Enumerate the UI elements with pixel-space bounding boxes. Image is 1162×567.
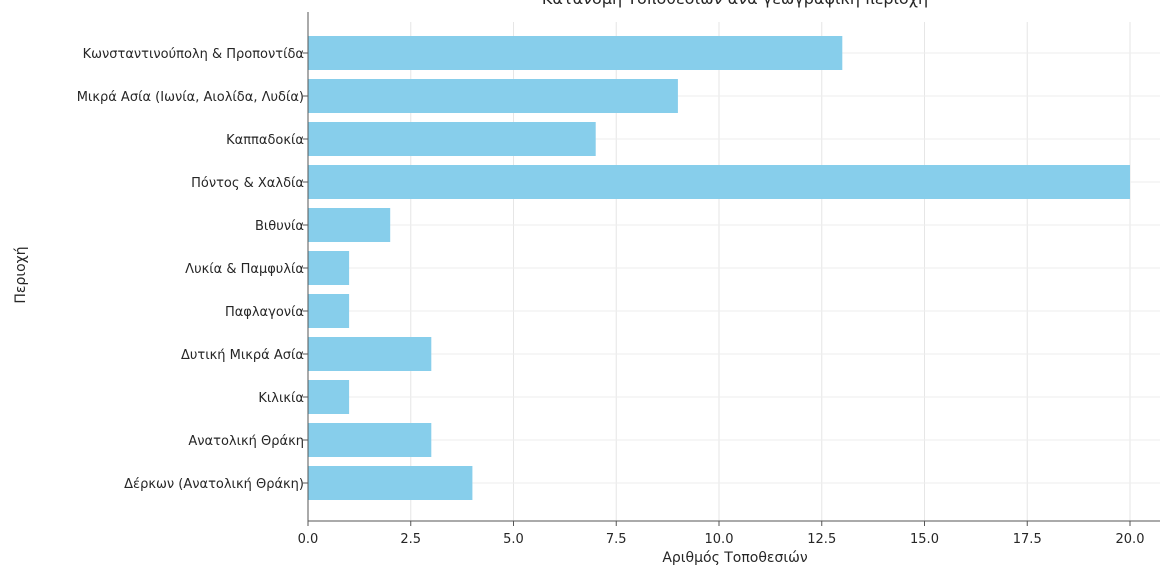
chart-title: Κατανομή Τοποθεσιών ανά γεωγραφική περιο… bbox=[542, 0, 928, 8]
y-axis-title: Περιοχή bbox=[13, 246, 29, 303]
y-tick-label: Κιλικία bbox=[258, 391, 304, 406]
y-tick-label: Παφλαγονία bbox=[225, 305, 304, 320]
bar bbox=[308, 380, 349, 414]
bar bbox=[308, 294, 349, 328]
x-tick-label: 15.0 bbox=[910, 532, 939, 547]
y-tick-label: Ανατολική Θράκη bbox=[188, 434, 304, 449]
y-tick-labels: Κωνσταντινούπολη & Προποντίδα Μικρά Ασία … bbox=[77, 47, 304, 492]
x-tick-labels: 0.0 2.5 5.0 7.5 10.0 12.5 15.0 17.5 20.0 bbox=[298, 532, 1145, 547]
x-tick-label: 12.5 bbox=[807, 532, 836, 547]
y-tick-label: Βιθυνία bbox=[255, 219, 304, 234]
x-tick-label: 17.5 bbox=[1013, 532, 1042, 547]
x-tick-label: 0.0 bbox=[298, 532, 319, 547]
bar bbox=[308, 337, 431, 371]
bar bbox=[308, 423, 431, 457]
x-tick-label: 10.0 bbox=[705, 532, 734, 547]
bar bbox=[308, 79, 678, 113]
y-tick-label: Μικρά Ασία (Ιωνία, Αιολίδα, Λυδία) bbox=[77, 90, 304, 105]
x-tick-label: 2.5 bbox=[400, 532, 421, 547]
y-tick-label: Κωνσταντινούπολη & Προποντίδα bbox=[83, 47, 304, 62]
bar bbox=[308, 36, 842, 70]
bar bbox=[308, 208, 390, 242]
y-tick-label: Καππαδοκία bbox=[226, 133, 304, 148]
x-axis-title: Αριθμός Τοποθεσιών bbox=[662, 550, 807, 566]
x-tick-label: 5.0 bbox=[503, 532, 524, 547]
bar bbox=[308, 251, 349, 285]
x-tick-label: 20.0 bbox=[1116, 532, 1145, 547]
bar bbox=[308, 466, 472, 500]
x-tick-label: 7.5 bbox=[606, 532, 627, 547]
y-tick-label: Πόντος & Χαλδία bbox=[191, 176, 304, 191]
y-tick-label: Δέρκων (Ανατολική Θράκη) bbox=[124, 477, 304, 492]
bar bbox=[308, 122, 596, 156]
y-tick-label: Δυτική Μικρά Ασία bbox=[181, 348, 304, 363]
y-tick-label: Λυκία & Παμφυλία bbox=[185, 262, 304, 277]
bar bbox=[308, 165, 1130, 199]
